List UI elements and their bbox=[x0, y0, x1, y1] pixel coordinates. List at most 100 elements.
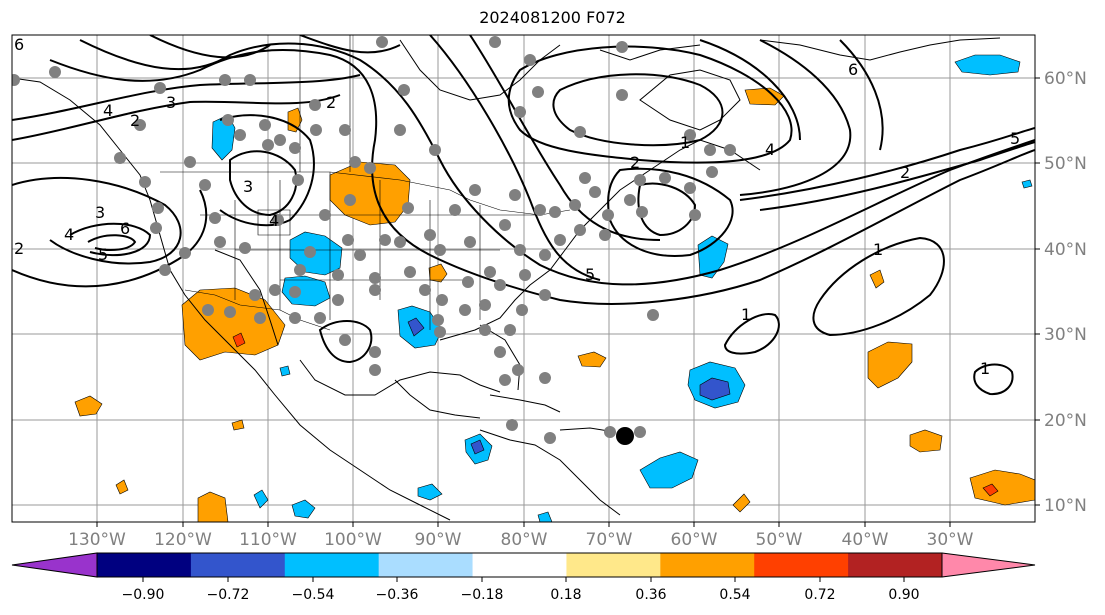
station-points bbox=[12, 36, 736, 444]
shade-sky bbox=[281, 275, 331, 307]
lon-label: 100°W bbox=[324, 530, 382, 550]
contour-label: 1 bbox=[980, 359, 990, 378]
colorbar: −0.90 −0.72 −0.54 −0.36 −0.18 0.18 0.36 … bbox=[11, 552, 1036, 603]
shade-orange bbox=[909, 429, 943, 453]
lon-label: 50°W bbox=[756, 530, 803, 550]
contour-labels: 6 4 3 2 3 2 3 4 6 5 6 2 1 4 5 2 1 1 1 4 … bbox=[14, 35, 1020, 378]
colorbar-outline-right bbox=[941, 552, 1036, 578]
colorbar-segment bbox=[660, 553, 755, 577]
shade-orange bbox=[231, 419, 245, 431]
contour-label: 2 bbox=[630, 153, 640, 172]
lat-label: 40°N bbox=[1044, 240, 1087, 260]
shade-red bbox=[982, 483, 999, 497]
colorbar-tick-label: −0.18 bbox=[461, 587, 504, 603]
colorbar-segment bbox=[284, 553, 380, 577]
contour-label: 3 bbox=[243, 177, 253, 196]
lat-label: 10°N bbox=[1044, 496, 1087, 516]
colorbar-segment bbox=[566, 553, 661, 577]
colorbar-tick-label: 0.90 bbox=[888, 587, 919, 603]
shade-sky bbox=[291, 499, 316, 519]
colorbar-tick-label: −0.72 bbox=[207, 587, 250, 603]
shade-red bbox=[232, 332, 246, 348]
shade-sky bbox=[639, 451, 699, 489]
colorbar-extend-high bbox=[942, 553, 1035, 577]
shade-orange bbox=[577, 351, 607, 368]
colorbar-segment bbox=[848, 553, 943, 577]
colorbar-tick-label: 0.54 bbox=[719, 587, 750, 603]
colorbar-segment bbox=[754, 553, 849, 577]
contour-label: 3 bbox=[166, 93, 176, 112]
shade-orange bbox=[287, 107, 303, 133]
latitude-labels: 60°N 50°N 40°N 30°N 20°N 10°N bbox=[1044, 69, 1087, 516]
lat-label: 60°N bbox=[1044, 69, 1087, 89]
lon-label: 60°W bbox=[671, 530, 718, 550]
lon-label: 40°W bbox=[842, 530, 889, 550]
shade-sky bbox=[289, 231, 343, 276]
axis-ticks bbox=[96, 77, 1040, 527]
longitude-labels: 130°W 120°W 110°W 100°W 90°W 80°W 70°W 6… bbox=[68, 530, 974, 550]
shade-sky bbox=[417, 483, 443, 501]
colorbar-extend-low bbox=[12, 553, 97, 577]
contour-label: 4 bbox=[64, 225, 74, 244]
map-title: 2024081200 F072 bbox=[479, 8, 626, 27]
contour-label: 4 bbox=[103, 101, 113, 120]
shade-orange bbox=[115, 479, 129, 495]
shade-orange bbox=[869, 269, 885, 289]
colorbar-segment bbox=[97, 553, 192, 577]
colorbar-tick-label: −0.54 bbox=[292, 587, 335, 603]
lon-label: 120°W bbox=[154, 530, 212, 550]
contour-label: 4 bbox=[765, 140, 775, 159]
colorbar-segment bbox=[190, 553, 286, 577]
colorbar-tick-label: 0.36 bbox=[635, 587, 666, 603]
shade-blue bbox=[407, 317, 425, 337]
contour-label: 1 bbox=[741, 305, 751, 324]
colorbar-tick-label: −0.90 bbox=[122, 587, 165, 603]
lon-label: 70°W bbox=[586, 530, 633, 550]
colorbar-ticks bbox=[142, 577, 905, 582]
contour-label: 5 bbox=[98, 245, 108, 264]
shade-sky bbox=[1021, 179, 1033, 189]
lon-label: 80°W bbox=[501, 530, 548, 550]
shade-sky bbox=[954, 54, 1021, 76]
contour-label: 5 bbox=[585, 265, 595, 284]
contour-label: 2 bbox=[130, 111, 140, 130]
shade-orange bbox=[197, 491, 229, 522]
contour-label: 2 bbox=[326, 93, 336, 112]
lon-label: 130°W bbox=[68, 530, 126, 550]
lon-label: 110°W bbox=[239, 530, 297, 550]
colorbar-tick-label: −0.36 bbox=[376, 587, 419, 603]
contour-label: 2 bbox=[14, 239, 24, 258]
shade-orange bbox=[74, 395, 103, 417]
contour-label: 2 bbox=[900, 163, 910, 182]
contour-label: 6 bbox=[848, 60, 858, 79]
lat-label: 20°N bbox=[1044, 411, 1087, 431]
contour-label: 4 bbox=[269, 211, 279, 230]
colorbar-outline bbox=[96, 552, 943, 578]
colorbar-tick-label: 0.18 bbox=[550, 587, 581, 603]
contour-label: 1 bbox=[680, 133, 690, 152]
colorbar-segment bbox=[472, 553, 567, 577]
lon-label: 30°W bbox=[927, 530, 974, 550]
colorbar-labels: −0.90 −0.72 −0.54 −0.36 −0.18 0.18 0.36 … bbox=[122, 587, 920, 603]
contour-label: 1 bbox=[873, 240, 883, 259]
lon-label: 90°W bbox=[415, 530, 462, 550]
shade-sky bbox=[279, 365, 291, 377]
colorbar-segment bbox=[378, 553, 474, 577]
lat-label: 30°N bbox=[1044, 325, 1087, 345]
storm-marker bbox=[616, 427, 634, 445]
shade-sky bbox=[253, 489, 269, 509]
contour-lines bbox=[12, 35, 1035, 396]
contour-label: 5 bbox=[1010, 129, 1020, 148]
colorbar-tick-label: 0.72 bbox=[804, 587, 835, 603]
shade-orange bbox=[969, 469, 1035, 506]
shade-blue bbox=[699, 377, 731, 401]
shade-sky bbox=[537, 511, 553, 522]
contour-label: 3 bbox=[95, 203, 105, 222]
contour-label: 6 bbox=[120, 219, 130, 238]
shade-orange bbox=[732, 493, 751, 513]
lat-label: 50°N bbox=[1044, 154, 1087, 174]
shade-blue bbox=[470, 439, 485, 455]
contour-label: 6 bbox=[14, 35, 24, 54]
shade-orange bbox=[329, 161, 411, 226]
